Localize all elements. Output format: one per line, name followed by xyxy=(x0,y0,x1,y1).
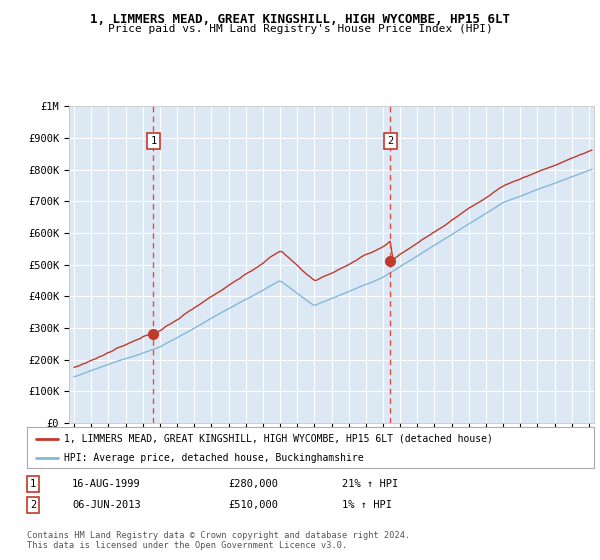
Text: 1: 1 xyxy=(30,479,36,489)
Text: 21% ↑ HPI: 21% ↑ HPI xyxy=(342,479,398,489)
Text: 06-JUN-2013: 06-JUN-2013 xyxy=(72,500,141,510)
Text: £280,000: £280,000 xyxy=(228,479,278,489)
Text: 16-AUG-1999: 16-AUG-1999 xyxy=(72,479,141,489)
Text: 1% ↑ HPI: 1% ↑ HPI xyxy=(342,500,392,510)
Text: HPI: Average price, detached house, Buckinghamshire: HPI: Average price, detached house, Buck… xyxy=(64,452,364,463)
Text: Price paid vs. HM Land Registry's House Price Index (HPI): Price paid vs. HM Land Registry's House … xyxy=(107,24,493,34)
Text: £510,000: £510,000 xyxy=(228,500,278,510)
Text: 1: 1 xyxy=(150,136,157,146)
Text: 1, LIMMERS MEAD, GREAT KINGSHILL, HIGH WYCOMBE, HP15 6LT (detached house): 1, LIMMERS MEAD, GREAT KINGSHILL, HIGH W… xyxy=(64,433,493,444)
Text: 2: 2 xyxy=(387,136,394,146)
Text: 1, LIMMERS MEAD, GREAT KINGSHILL, HIGH WYCOMBE, HP15 6LT: 1, LIMMERS MEAD, GREAT KINGSHILL, HIGH W… xyxy=(90,13,510,26)
Text: Contains HM Land Registry data © Crown copyright and database right 2024.
This d: Contains HM Land Registry data © Crown c… xyxy=(27,531,410,550)
Text: 2: 2 xyxy=(30,500,36,510)
